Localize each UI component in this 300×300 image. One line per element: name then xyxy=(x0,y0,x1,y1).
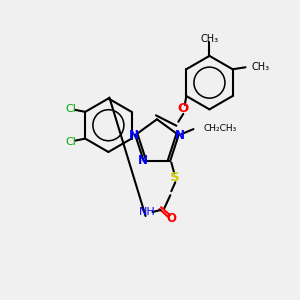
Text: N: N xyxy=(138,154,148,167)
Text: S: S xyxy=(170,171,180,184)
Text: O: O xyxy=(166,212,176,226)
Text: N: N xyxy=(175,128,184,142)
Text: CH₃: CH₃ xyxy=(251,62,270,72)
Text: CH₃: CH₃ xyxy=(200,34,218,44)
Text: NH: NH xyxy=(139,207,156,217)
Text: N: N xyxy=(129,128,139,142)
Text: Cl: Cl xyxy=(65,104,76,114)
Text: Cl: Cl xyxy=(65,136,76,147)
Text: O: O xyxy=(178,102,189,116)
Text: CH₂CH₃: CH₂CH₃ xyxy=(203,124,237,133)
